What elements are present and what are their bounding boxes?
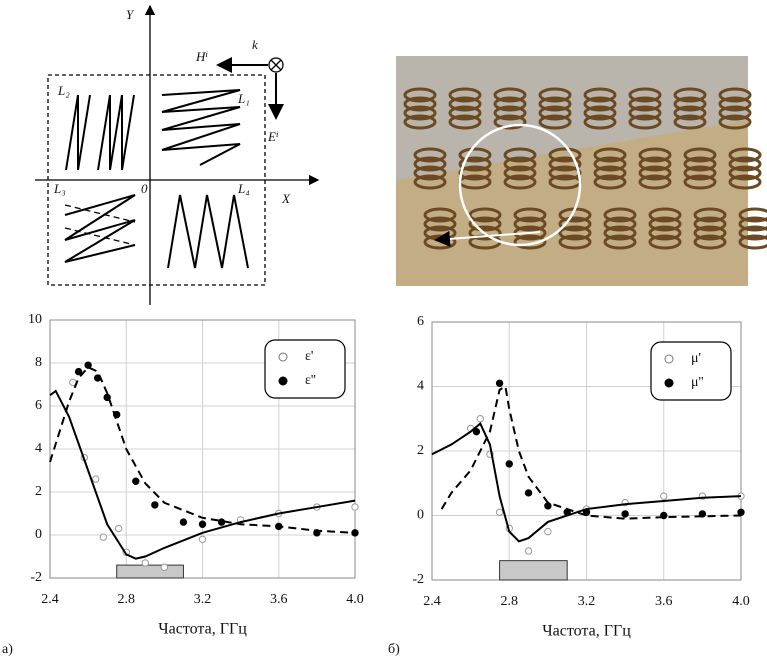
label: L₁ [237, 91, 250, 106]
label: L₃ [53, 181, 66, 196]
y-tick-label: 0 [35, 527, 42, 542]
point [495, 379, 504, 387]
x-axis-title: Частота, ГГц [542, 623, 631, 640]
plot-frame [431, 321, 742, 581]
x-tick-label: 4.0 [732, 594, 750, 609]
legend-label: ε' [305, 349, 313, 364]
spiral-l2 [65, 94, 135, 171]
spiral-l4 [167, 194, 249, 269]
y-tick-label: 6 [35, 398, 42, 413]
point [351, 503, 359, 511]
legend-label: ε'' [305, 373, 316, 388]
point [132, 477, 140, 485]
label: Y [126, 7, 135, 22]
point [74, 367, 83, 376]
point [179, 518, 188, 526]
y-tick-label: 2 [417, 443, 424, 458]
panel-label: а) [2, 642, 13, 657]
point [660, 492, 668, 500]
point [495, 508, 504, 516]
point [737, 508, 745, 516]
point [141, 559, 150, 567]
y-tick-label: 8 [35, 355, 42, 370]
label: L₂ [57, 83, 70, 98]
fit-line [49, 389, 356, 560]
spiral-l1 [161, 89, 241, 166]
legend-marker [278, 376, 288, 386]
point [472, 427, 481, 436]
diagram [35, 4, 320, 305]
point [524, 489, 533, 497]
y-tick-label: -2 [412, 572, 424, 587]
point [84, 361, 92, 369]
y-tick-label: -2 [30, 570, 42, 585]
label: L₄ [237, 181, 250, 196]
band [499, 560, 568, 581]
point [92, 475, 100, 483]
unit-cell [47, 74, 266, 286]
point [151, 501, 159, 509]
point [99, 533, 108, 541]
k-cross [270, 59, 282, 71]
legend-marker [664, 354, 674, 364]
point [505, 460, 513, 468]
label: k [252, 37, 258, 52]
point [544, 527, 552, 536]
plot-frame [49, 319, 356, 579]
legend-marker [664, 378, 674, 388]
legend-marker [278, 352, 288, 362]
fit-line [440, 384, 742, 520]
spiral-l3 [64, 194, 136, 263]
x-tick-label: 3.2 [194, 592, 212, 607]
label: Eⁱ [267, 129, 279, 144]
k-vector [268, 57, 284, 73]
point [476, 415, 484, 423]
point [621, 510, 629, 518]
x-tick-label: 3.2 [578, 594, 596, 609]
x-tick-label: 2.4 [41, 592, 59, 607]
label: Hⁱ [195, 49, 208, 64]
legend-label: μ' [691, 351, 701, 366]
label: X [281, 191, 291, 206]
y-tick-label: 10 [28, 312, 42, 327]
diagram-labels: Y X 0 L₁ L₂ L₃ L₄ Hⁱ k Eⁱ [53, 7, 291, 206]
point [198, 520, 207, 528]
legend-label: μ'' [691, 375, 704, 390]
x-tick-label: 2.8 [501, 594, 519, 609]
label: 0 [141, 181, 148, 196]
y-tick-label: 2 [35, 484, 42, 499]
y-tick-label: 0 [417, 508, 424, 523]
x-tick-label: 3.6 [655, 594, 673, 609]
x-tick-label: 2.4 [423, 594, 441, 609]
x-tick-label: 3.6 [270, 592, 288, 607]
x-tick-label: 4.0 [346, 592, 364, 607]
fit-line [431, 421, 742, 543]
y-tick-label: 4 [417, 379, 424, 394]
band [116, 564, 184, 579]
photo [396, 56, 767, 286]
point [198, 535, 207, 543]
y-tick-label: 4 [35, 441, 42, 456]
panel-label: б) [388, 642, 400, 657]
y-tick-label: 6 [417, 314, 424, 329]
spiral-l3-back [64, 204, 136, 246]
point [524, 547, 533, 555]
x-tick-label: 2.8 [118, 592, 136, 607]
x-axis-title: Частота, ГГц [158, 621, 247, 638]
point [114, 524, 123, 533]
point [160, 563, 169, 571]
